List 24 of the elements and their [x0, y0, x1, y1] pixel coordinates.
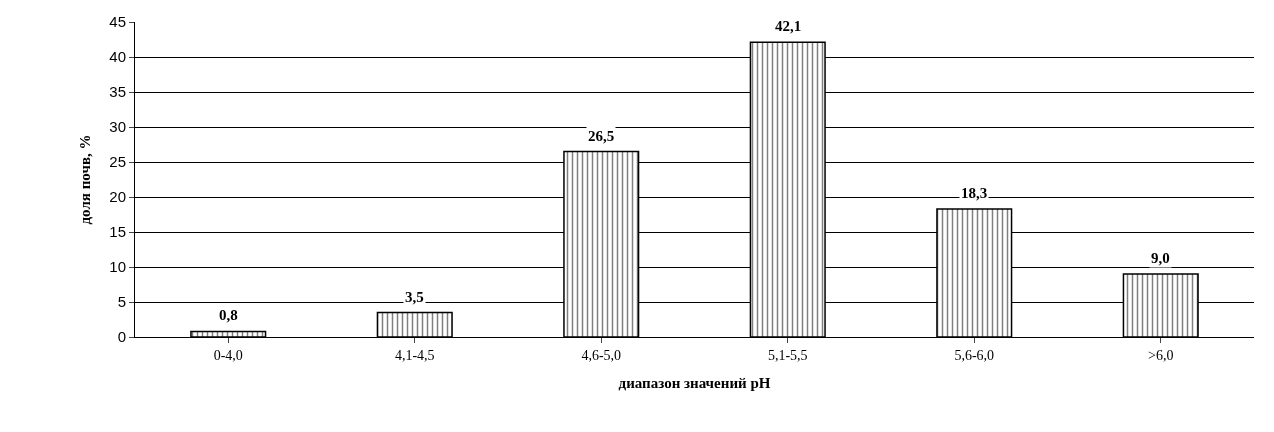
x-tick-label: 4,6-5,0	[581, 347, 622, 363]
data-label: 42,1	[775, 18, 802, 34]
x-tick-label: >6,0	[1148, 347, 1174, 363]
x-tick-label: 4,1-4,5	[394, 347, 435, 363]
data-label: 26,5	[588, 128, 615, 144]
x-axis-title: диапазон значений pH	[618, 374, 771, 391]
data-label: 18,3	[961, 185, 988, 201]
y-tick-label: 5	[117, 293, 126, 311]
y-tick-label: 20	[109, 188, 126, 206]
y-tick-label: 45	[109, 13, 126, 31]
y-tick-label: 15	[109, 223, 126, 241]
y-tick-label: 0	[117, 328, 126, 346]
y-tick-label: 35	[109, 83, 126, 101]
data-label: 0,8	[219, 307, 238, 323]
data-label: 9,0	[1151, 250, 1170, 266]
y-tick-label: 25	[109, 153, 126, 171]
y-axis-title: доля почв, %	[76, 134, 93, 225]
y-tick-label: 30	[109, 118, 126, 136]
data-label: 3,5	[405, 289, 424, 305]
y-tick-label: 10	[109, 258, 126, 276]
y-tick-label: 40	[109, 48, 126, 66]
x-tick-label: 0-4,0	[213, 347, 243, 363]
x-tick-label: 5,1-5,5	[767, 347, 808, 363]
x-tick-label: 5,6-6,0	[954, 347, 995, 363]
